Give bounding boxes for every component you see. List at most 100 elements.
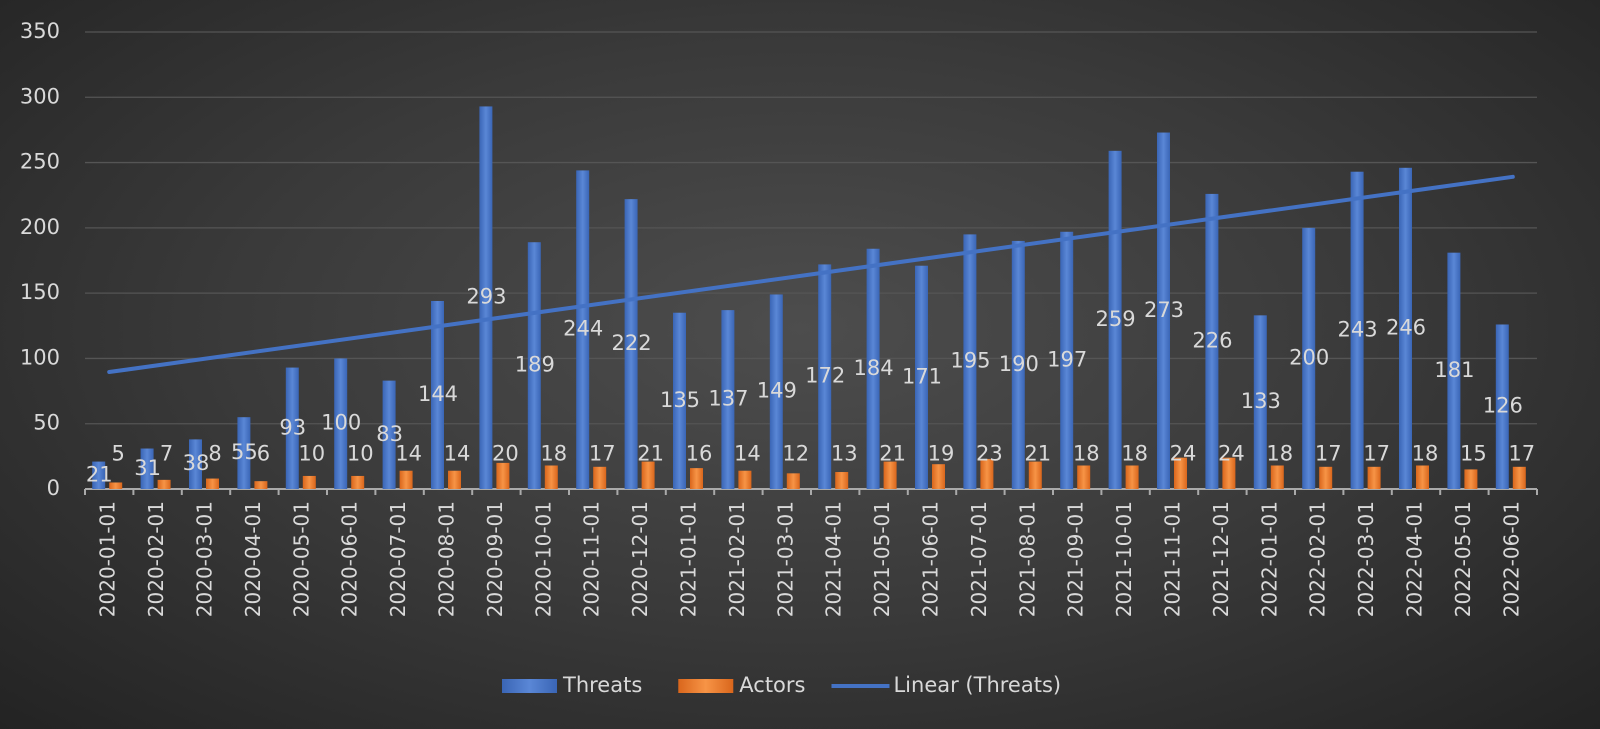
bar [92,461,106,489]
bar [302,475,316,489]
bar [1367,466,1381,489]
data-label: 13 [831,441,858,465]
x-tick-label: 2020-06-01 [338,501,362,617]
bar [1253,315,1267,489]
data-label: 200 [1289,345,1329,369]
data-label: 144 [418,382,458,406]
data-label: 135 [660,388,700,412]
bar [721,310,735,489]
data-label: 18 [1266,441,1293,465]
data-label: 21 [637,441,664,465]
bar [334,358,348,489]
data-label: 18 [1412,441,1439,465]
bar [883,461,897,489]
bar [1174,457,1187,489]
bar [769,294,783,489]
bar [1205,193,1219,489]
x-tick-label: 2022-01-01 [1257,501,1281,617]
bar [576,170,590,490]
bar [1157,132,1170,490]
bar [399,470,413,489]
bar [1416,465,1429,489]
data-label: 12 [782,441,809,465]
x-tick-label: 2020-02-01 [144,501,168,617]
x-tick-label: 2020-03-01 [193,501,217,617]
bar [1125,465,1139,489]
data-label: 24 [1218,441,1245,465]
bar [1464,469,1478,489]
bar [738,470,752,489]
data-label: 14 [395,441,422,465]
trendline [107,174,1515,375]
x-tick-label: 2020-07-01 [386,501,410,617]
x-tick-label: 2021-05-01 [870,501,894,617]
x-tick-label: 2022-04-01 [1403,501,1427,617]
data-label: 16 [686,441,713,465]
bar [448,470,461,489]
data-label: 226 [1192,328,1232,352]
data-label: 273 [1144,298,1184,322]
data-label: 189 [515,353,555,377]
data-label: 19 [928,441,955,465]
data-label: 14 [444,441,471,465]
y-tick-label: 350 [20,19,60,43]
data-label: 17 [1363,441,1390,465]
bar [479,106,493,489]
x-tick-label: 2020-12-01 [628,501,652,617]
data-label: 24 [1170,441,1197,465]
data-label: 171 [902,364,942,388]
data-label: 10 [298,441,325,465]
bar [285,367,299,489]
data-label: 181 [1434,358,1474,382]
data-label: 18 [1121,441,1148,465]
data-label: 126 [1483,394,1523,418]
bar [1302,227,1316,489]
data-label: 23 [976,441,1003,465]
x-tick-label: 2020-10-01 [531,501,555,617]
data-label: 21 [879,441,906,465]
bar [835,472,849,489]
bar [1350,171,1364,489]
x-tick-label: 2020-04-01 [241,501,265,617]
data-label: 293 [466,285,506,309]
x-tick-label: 2021-06-01 [919,501,943,617]
legend-label: Threats [562,673,642,697]
data-label: 14 [734,441,761,465]
data-label: 259 [1096,307,1136,331]
x-tick-label: 2021-09-01 [1064,501,1088,617]
x-tick-label: 2020-11-01 [580,501,604,617]
y-tick-label: 300 [20,84,60,108]
bar [1077,465,1091,489]
data-label: 8 [208,441,221,465]
bar [109,482,123,489]
x-tick-label: 2021-04-01 [822,501,846,617]
data-label: 55 [231,440,258,464]
bar [1011,240,1025,489]
bar [1512,466,1526,489]
bar [866,248,880,489]
bar [544,465,558,489]
bar [641,461,655,489]
x-tick-label: 2021-02-01 [725,501,749,617]
x-tick-label: 2021-11-01 [1161,501,1185,617]
x-tick-label: 2021-03-01 [773,501,797,617]
data-label: 83 [376,422,403,446]
data-label: 15 [1460,441,1487,465]
data-label: 190 [999,352,1039,376]
data-label: 243 [1338,317,1378,341]
bar [963,234,977,489]
data-label: 17 [1315,441,1342,465]
data-label: 10 [347,441,374,465]
bar [189,439,202,489]
bar [690,468,703,489]
bar [1028,461,1042,489]
bar [624,199,638,490]
data-label: 17 [589,441,616,465]
data-label: 133 [1241,389,1281,413]
bar [382,380,396,489]
bar [237,417,251,489]
x-tick-label: 2022-03-01 [1354,501,1378,617]
bar [980,458,994,489]
data-label: 17 [1508,441,1535,465]
